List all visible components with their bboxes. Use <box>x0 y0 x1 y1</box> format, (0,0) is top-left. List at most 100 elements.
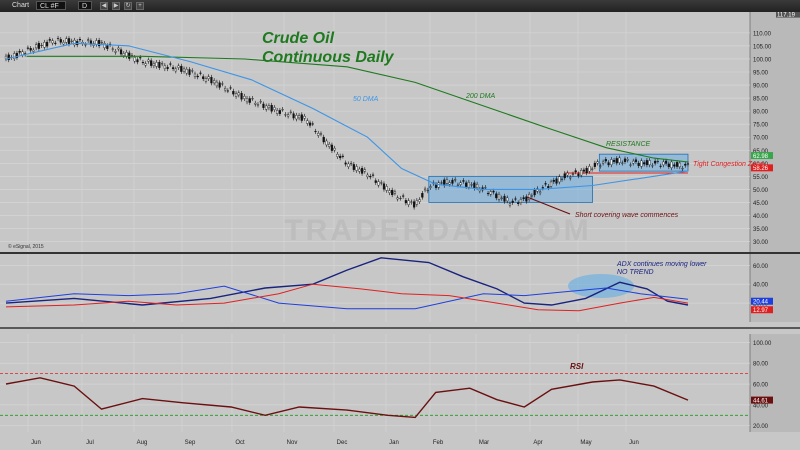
candle-body <box>284 114 287 116</box>
candle-body <box>388 190 391 193</box>
candle-body <box>538 191 542 194</box>
price-candle <box>259 99 262 104</box>
price-candle <box>656 158 659 164</box>
price-candle <box>29 45 32 53</box>
adx-annotation: ADX continues moving lower <box>616 261 707 268</box>
candle-body <box>637 162 640 166</box>
x-tick-label: Jun <box>629 440 639 446</box>
pane-background <box>0 12 800 252</box>
candle-body <box>423 188 427 191</box>
price-candle <box>243 93 246 101</box>
candle-body <box>21 51 24 56</box>
add-study-button[interactable]: + <box>136 2 144 10</box>
candle-body <box>174 68 177 72</box>
candle-body <box>552 179 555 182</box>
y-tick-label: 40.00 <box>753 283 769 289</box>
back-button[interactable]: ◀ <box>100 2 108 10</box>
candle-body <box>29 48 32 51</box>
candle-body <box>396 197 399 200</box>
candle-body <box>434 184 438 188</box>
price-candle <box>410 199 413 205</box>
candle-body <box>675 162 679 167</box>
price-candle <box>459 180 462 187</box>
price-candle <box>161 61 164 67</box>
price-candle <box>37 40 40 51</box>
candle-body <box>418 199 421 202</box>
candle-body <box>98 40 101 47</box>
candle-body <box>629 164 632 166</box>
symbol-input[interactable]: CL #F <box>36 1 66 10</box>
candle-body <box>632 160 635 164</box>
candle-body <box>62 42 65 45</box>
price-candle <box>643 160 646 167</box>
price-candle <box>569 175 572 181</box>
candle-body <box>522 197 525 200</box>
price-candle <box>593 160 596 170</box>
candle-body <box>292 113 295 119</box>
price-candle <box>503 193 506 204</box>
price-candle <box>265 103 268 112</box>
last-price-marker <box>776 12 800 18</box>
price-candle <box>396 195 399 202</box>
price-candle <box>163 63 166 72</box>
candle-body <box>213 80 216 84</box>
candle-body <box>245 98 249 103</box>
price-candle <box>486 190 490 197</box>
candle-body <box>549 181 553 187</box>
candle-body <box>467 181 470 188</box>
price-candle <box>262 101 265 111</box>
candle-body <box>495 193 498 199</box>
candle-body <box>199 72 202 74</box>
price-candle <box>281 107 284 112</box>
price-candle <box>289 109 292 115</box>
price-candle <box>185 66 188 76</box>
price-candle <box>413 199 416 210</box>
y-tick-label: 50.00 <box>753 188 769 194</box>
price-candle <box>336 151 339 159</box>
x-tick-label: Jul <box>86 440 94 446</box>
candle-body <box>514 198 517 200</box>
price-candle <box>237 90 240 98</box>
candle-body <box>45 41 49 47</box>
candle-body <box>654 160 657 164</box>
y-tick-label: 30.00 <box>753 240 769 246</box>
candle-body <box>13 53 16 59</box>
candle-body <box>295 115 298 120</box>
price-candle <box>659 163 662 169</box>
candle-body <box>402 195 405 197</box>
candle-body <box>648 160 651 166</box>
price-candle <box>322 134 325 145</box>
candle-body <box>7 54 10 61</box>
candle-body <box>144 63 147 66</box>
x-tick-label: Aug <box>137 440 148 446</box>
candle-body <box>476 183 479 188</box>
candle-body <box>51 40 54 44</box>
candle-body <box>65 38 68 43</box>
candle-body <box>664 160 668 164</box>
pane-background <box>0 334 800 432</box>
forward-button[interactable]: ▶ <box>112 2 120 10</box>
y-tick-label: 85.00 <box>753 97 769 103</box>
sma50-line <box>5 42 689 190</box>
candle-body <box>122 53 125 56</box>
candle-body <box>215 81 218 87</box>
price-candle <box>339 153 342 161</box>
candle-body <box>355 166 358 171</box>
candle-body <box>533 189 536 196</box>
price-candle <box>325 138 328 148</box>
last-value-marker <box>751 396 773 404</box>
price-candle <box>555 176 558 186</box>
annotation-arrow <box>526 196 571 215</box>
candle-body <box>59 39 62 43</box>
candle-body <box>358 168 361 172</box>
candle-body <box>289 111 292 113</box>
candle-body <box>226 90 229 92</box>
watermark: TRADERDAN.COM <box>284 214 591 247</box>
interval-input[interactable]: D <box>78 1 92 10</box>
candle-body <box>618 157 621 163</box>
price-candle <box>35 42 38 51</box>
candle-body <box>328 143 331 147</box>
candle-body <box>54 42 57 44</box>
price-candle <box>73 37 76 48</box>
refresh-button[interactable]: ↻ <box>124 2 132 10</box>
